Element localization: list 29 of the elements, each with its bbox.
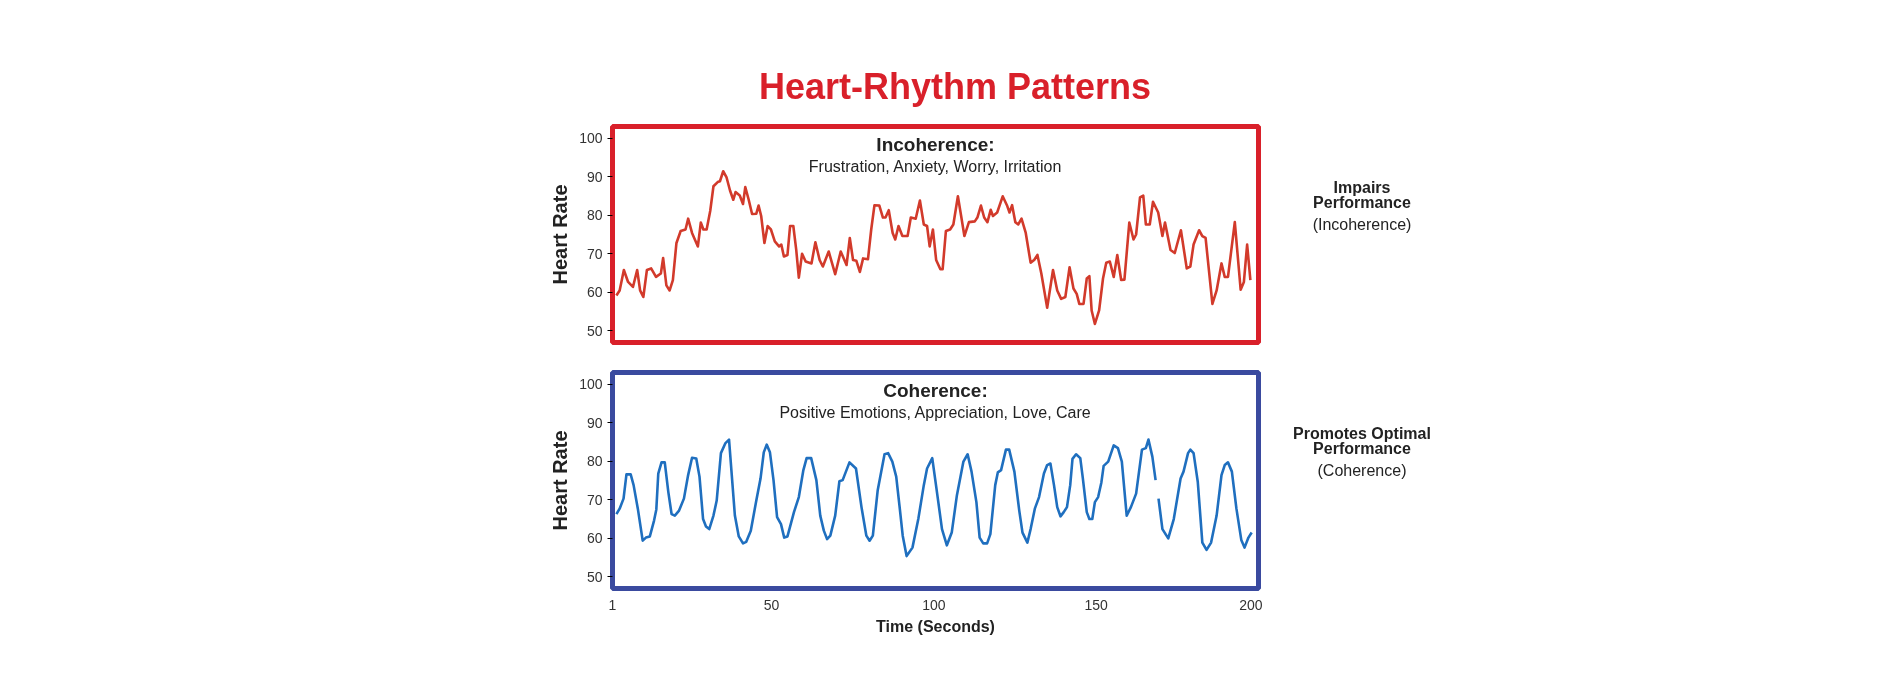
y-tick-label: 80: [586, 453, 603, 470]
y-tick-label: 70: [586, 245, 603, 262]
y-tick-label: 80: [586, 207, 603, 224]
text: Impairs Performance: [1312, 179, 1412, 211]
x-tick-label: 200: [1239, 596, 1263, 613]
x-tick-label: 50: [763, 596, 780, 613]
y-tick-label: 50: [586, 322, 603, 339]
x-tick-label: 100: [922, 596, 946, 613]
annotation: Positive Emotions, Appreciation, Love, Care: [779, 403, 1091, 421]
text: (Incoherence): [1311, 215, 1413, 235]
x-axis-title: Time (Seconds): [876, 617, 995, 635]
text: Promotes Optimal Performance: [1292, 425, 1432, 457]
y-tick-label: 90: [586, 414, 603, 431]
y-tick-label: 50: [586, 568, 603, 585]
annotation: Incoherence:: [876, 133, 995, 155]
y-tick-label: 90: [586, 168, 603, 185]
y-tick-label: 100: [579, 376, 603, 393]
x-tick-label: 150: [1084, 596, 1109, 613]
chart-title: Heart-Rhythm Patterns: [757, 65, 1153, 109]
text: (Coherence): [1316, 461, 1408, 481]
y-axis-title: Heart Rate: [549, 184, 572, 285]
y-axis-title: Heart Rate: [549, 430, 572, 531]
y-tick-label: 60: [586, 530, 603, 547]
y-tick-label: 70: [586, 491, 603, 508]
annotation: Coherence:: [883, 379, 988, 401]
y-tick-label: 60: [586, 284, 603, 301]
y-tick-label: 100: [579, 130, 603, 147]
x-tick-label: 1: [608, 596, 617, 613]
annotation: Frustration, Anxiety, Worry, Irritation: [808, 157, 1062, 175]
